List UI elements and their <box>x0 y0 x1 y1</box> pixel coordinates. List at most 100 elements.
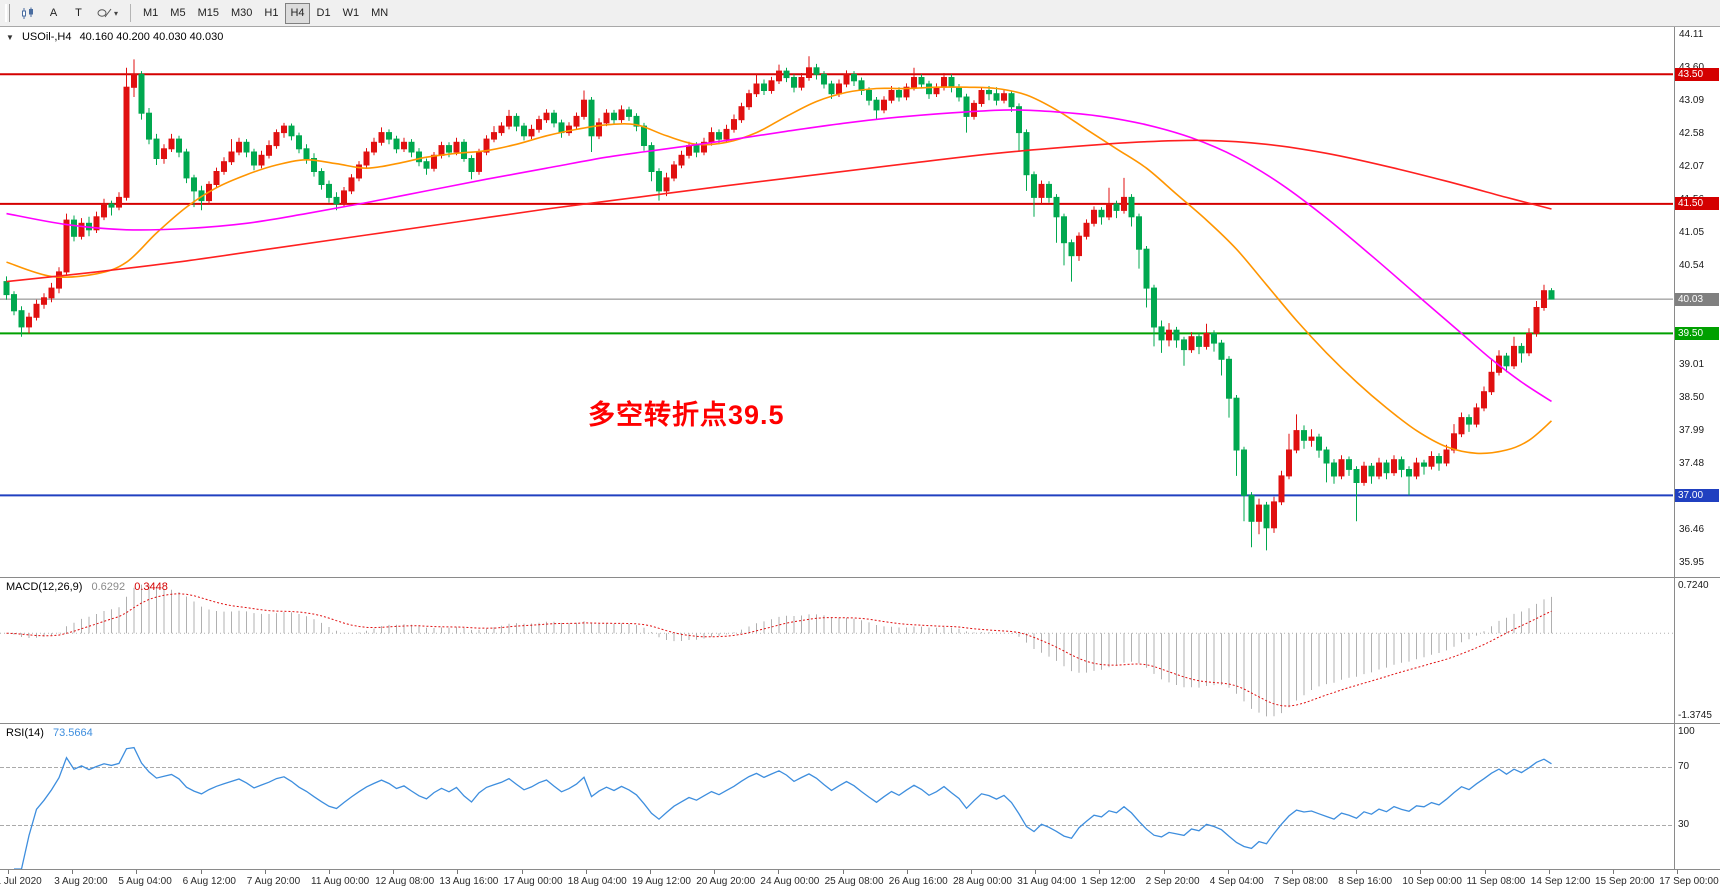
chart-annotation-text: 多空转折点39.5 <box>588 400 785 430</box>
time-axis-tick <box>906 870 908 874</box>
shapes-icon <box>97 8 112 18</box>
time-axis-tick <box>200 870 202 874</box>
rsi-axis-30-label: 30 <box>1678 819 1690 830</box>
time-axis-tick <box>842 870 844 874</box>
candlestick-chart-icon <box>22 7 33 19</box>
dropdown-caret-icon: ▾ <box>114 8 119 18</box>
time-axis[interactable]: 31 Jul 2020 3 Aug 20:00 5 Aug 04:00 6 Aug 1… <box>0 870 1720 892</box>
price-axis-tick: 42.07 <box>1679 160 1705 172</box>
time-axis-tick <box>1163 870 1165 874</box>
time-axis-tick <box>1484 870 1486 874</box>
time-axis-tick <box>72 870 74 874</box>
toolbar-drag-handle[interactable] <box>5 4 10 22</box>
time-axis-tick <box>714 870 716 874</box>
macd-signal-value: 0.3448 <box>134 581 168 593</box>
time-axis-label: 14 Sep 12:00 <box>1530 876 1591 887</box>
macd-axis[interactable]: 0.7240 -1.3745 <box>1674 578 1720 723</box>
time-axis-tick <box>1099 870 1101 874</box>
time-axis-tick <box>778 870 780 874</box>
price-axis-tick: 37.48 <box>1679 458 1705 470</box>
timeframe-button-m1[interactable]: M1 <box>138 3 163 24</box>
panel-separator[interactable] <box>0 869 1720 870</box>
rsi-axis[interactable]: 100 70 30 <box>1674 724 1720 869</box>
rsi-name-label: RSI(14) <box>6 727 44 739</box>
rsi-value: 73.5664 <box>52 727 93 739</box>
price-chart-plot[interactable] <box>0 27 1673 577</box>
time-axis-tick <box>8 870 9 874</box>
time-axis-tick <box>1292 870 1293 874</box>
time-axis-label: 15 Sep 20:00 <box>1595 876 1655 887</box>
rsi-plot <box>0 746 1673 869</box>
rsi-line <box>14 746 1552 869</box>
level-price-badge: 41.50 <box>1675 197 1719 211</box>
price-axis-tick: 38.50 <box>1679 392 1705 404</box>
macd-plot <box>0 584 1673 717</box>
ma-magenta-mid <box>6 109 1552 403</box>
ma-red-slow <box>6 139 1552 283</box>
current-price-badge: 40.03 <box>1675 292 1719 306</box>
time-axis-label: 12 Aug 08:00 <box>375 876 435 887</box>
timeframe-button-m5[interactable]: M5 <box>165 3 190 24</box>
time-axis-label: 28 Aug 00:00 <box>953 876 1012 887</box>
text-label-tool-button[interactable]: A <box>42 3 65 24</box>
price-axis-tick: 44.11 <box>1679 28 1704 40</box>
time-axis-label: 8 Sep 16:00 <box>1338 876 1393 887</box>
time-axis-label: 11 Aug 00:00 <box>311 876 370 887</box>
time-axis-label: 26 Aug 16:00 <box>888 876 948 887</box>
time-axis-tick <box>1677 870 1679 874</box>
price-axis-tick: 43.09 <box>1679 94 1705 106</box>
chart-window-button[interactable] <box>16 3 40 24</box>
time-axis-tick <box>1035 870 1037 874</box>
price-axis[interactable]: 44.1143.6043.0942.5842.0741.5641.0540.54… <box>1674 27 1720 577</box>
timeframe-button-m30[interactable]: M30 <box>226 3 257 24</box>
price-axis-tick: 35.95 <box>1679 557 1705 569</box>
time-axis-label: 7 Sep 08:00 <box>1274 876 1328 887</box>
time-axis-label: 5 Aug 04:00 <box>118 876 172 887</box>
time-axis-label: 2 Sep 20:00 <box>1145 876 1200 887</box>
timeframe-button-h4[interactable]: H4 <box>285 2 310 24</box>
timeframe-button-d1[interactable]: D1 <box>312 3 336 24</box>
panel-separator[interactable] <box>0 723 1720 724</box>
timeframe-button-h1[interactable]: H1 <box>259 3 283 24</box>
timeframe-button-m15[interactable]: M15 <box>193 3 224 24</box>
price-axis-tick: 39.01 <box>1679 359 1705 371</box>
timeframe-button-w1[interactable]: W1 <box>338 3 365 24</box>
time-axis-label: 19 Aug 12:00 <box>632 876 691 887</box>
timeframe-button-mn[interactable]: MN <box>366 3 393 24</box>
macd-indicator-panel: MACD(12,26,9) 0.6292 0.3448 0.7240 -1.37… <box>0 578 1720 723</box>
price-axis-tick: 36.46 <box>1679 524 1705 536</box>
chart-toolbar: A T ▾ M1 M5 M15 M30 H1 H4 D1 W1 MN <box>0 0 1720 27</box>
time-axis-label: 6 Aug 12:00 <box>182 876 236 887</box>
time-axis-label: 7 Aug 20:00 <box>246 876 301 887</box>
macd-signal-line <box>6 593 1552 707</box>
symbol-timeframe-label: USOil-,H4 <box>21 31 72 43</box>
macd-histogram <box>13 584 1552 717</box>
time-axis-label: 31 Jul 2020 <box>0 876 42 887</box>
toolbar-separator <box>130 4 132 22</box>
price-chart-panel: ▼ USOil-,H4 40.160 40.200 40.030 40.030 … <box>0 27 1720 577</box>
symbol-info-line: ▼ USOil-,H4 40.160 40.200 40.030 40.030 <box>6 31 228 43</box>
time-axis-label: 24 Aug 00:00 <box>760 876 820 887</box>
time-axis-label: 20 Aug 20:00 <box>696 876 756 887</box>
chart-expand-arrow-icon[interactable]: ▼ <box>6 33 14 42</box>
time-axis-label: 1 Sep 12:00 <box>1081 876 1136 887</box>
price-axis-tick: 43.60 <box>1679 62 1704 73</box>
time-axis-tick <box>1227 870 1229 874</box>
time-axis-tick <box>264 870 266 874</box>
ma-orange-fast <box>6 86 1553 455</box>
macd-axis-max-label: 0.7240 <box>1678 580 1709 591</box>
rsi-axis-70-label: 70 <box>1678 761 1690 772</box>
level-price-badge: 37.00 <box>1675 488 1719 502</box>
time-axis-label: 31 Aug 04:00 <box>1017 876 1077 887</box>
text-tool-button[interactable]: T <box>67 3 90 24</box>
panel-separator[interactable] <box>0 577 1720 578</box>
time-axis-tick <box>1356 870 1358 874</box>
shapes-tool-dropdown-button[interactable]: ▾ <box>92 3 123 24</box>
time-axis-tick <box>650 870 651 874</box>
time-axis-tick <box>1548 870 1550 874</box>
time-axis-tick <box>521 870 523 874</box>
rsi-label-line: RSI(14) 73.5664 <box>6 727 99 739</box>
horizontal-level-lines <box>0 73 1673 497</box>
macd-label-line: MACD(12,26,9) 0.6292 0.3448 <box>6 581 174 593</box>
